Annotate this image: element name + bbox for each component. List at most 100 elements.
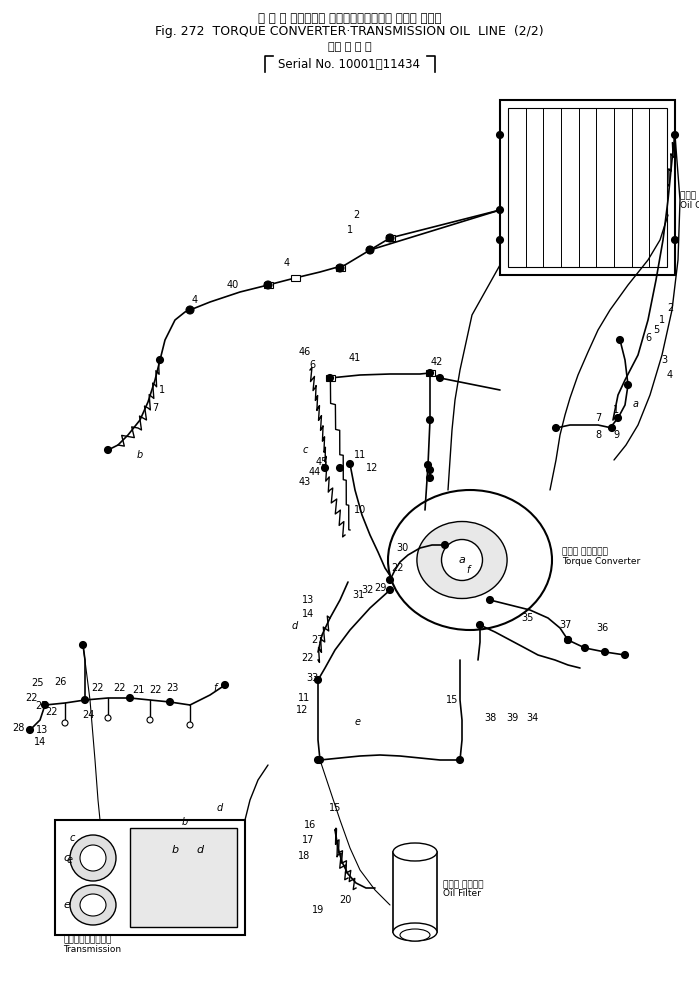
Text: 38: 38 [484, 713, 496, 723]
Text: 44: 44 [309, 467, 321, 477]
Circle shape [565, 637, 572, 644]
Circle shape [387, 587, 394, 594]
Text: 1: 1 [347, 225, 353, 235]
Text: b: b [171, 845, 178, 855]
Circle shape [552, 425, 559, 432]
Text: Oil Cooler: Oil Cooler [680, 201, 699, 210]
Circle shape [456, 756, 463, 763]
Text: 11: 11 [298, 693, 310, 703]
Text: 12: 12 [366, 463, 378, 473]
Bar [336, 265, 345, 271]
Text: 39: 39 [506, 713, 518, 723]
Text: 2: 2 [353, 210, 359, 220]
Circle shape [80, 642, 87, 649]
Bar [393, 852, 437, 932]
Text: 13: 13 [36, 725, 48, 735]
Circle shape [442, 539, 482, 581]
Text: a: a [459, 555, 466, 565]
Circle shape [315, 676, 322, 683]
Text: 28: 28 [12, 723, 24, 733]
Circle shape [157, 357, 164, 364]
Circle shape [672, 131, 679, 138]
Text: 23: 23 [166, 683, 178, 693]
Circle shape [386, 234, 394, 242]
Text: f: f [466, 565, 470, 575]
Bar [326, 375, 335, 381]
Circle shape [105, 715, 111, 721]
Ellipse shape [417, 522, 507, 599]
Text: c: c [69, 833, 75, 843]
Ellipse shape [393, 843, 437, 861]
Circle shape [624, 382, 631, 388]
Circle shape [336, 264, 344, 272]
Text: Oil Filter: Oil Filter [443, 889, 481, 898]
Circle shape [366, 246, 373, 253]
Text: 22: 22 [45, 707, 58, 717]
Bar [264, 282, 273, 288]
Text: 2: 2 [667, 303, 673, 313]
Text: 4: 4 [667, 370, 673, 380]
Text: 29: 29 [374, 583, 386, 593]
Text: 33: 33 [306, 673, 318, 683]
Text: e: e [64, 900, 71, 910]
Text: 18: 18 [298, 851, 310, 861]
Text: 10: 10 [354, 505, 366, 515]
Bar [426, 370, 435, 376]
Text: 32: 32 [362, 585, 374, 595]
Text: 14: 14 [34, 737, 46, 747]
Bar [130, 828, 237, 927]
Circle shape [27, 727, 34, 734]
Text: 21: 21 [132, 685, 144, 695]
Text: 1: 1 [159, 385, 165, 395]
Text: Fig. 272  TORQUE CONVERTER·TRANSMISSION OIL  LINE  (2/2): Fig. 272 TORQUE CONVERTER·TRANSMISSION O… [155, 26, 544, 38]
Text: 22: 22 [391, 563, 404, 573]
Text: 40: 40 [227, 280, 239, 290]
Circle shape [477, 621, 484, 628]
Text: Torque Converter: Torque Converter [562, 557, 640, 567]
Text: 24: 24 [82, 710, 94, 720]
Text: 27: 27 [312, 635, 324, 645]
Bar [508, 108, 667, 267]
Text: 30: 30 [396, 543, 408, 553]
Text: b: b [137, 450, 143, 460]
Text: 4: 4 [284, 258, 290, 268]
Ellipse shape [400, 929, 430, 941]
Circle shape [426, 416, 433, 424]
Text: 43: 43 [299, 477, 311, 487]
Circle shape [442, 541, 449, 548]
Ellipse shape [80, 894, 106, 916]
Text: 26: 26 [54, 677, 66, 687]
Ellipse shape [393, 923, 437, 941]
Text: 14: 14 [302, 609, 314, 619]
Text: 22: 22 [26, 693, 38, 703]
Circle shape [496, 206, 503, 214]
Circle shape [322, 464, 329, 471]
Circle shape [621, 652, 628, 659]
Circle shape [487, 597, 493, 603]
Text: 36: 36 [596, 623, 608, 633]
Circle shape [426, 474, 433, 481]
Circle shape [336, 464, 343, 471]
Text: ト ル ク コンバータ トランスミッション オイル ライン: ト ル ク コンバータ トランスミッション オイル ライン [258, 12, 441, 25]
Text: 22: 22 [114, 683, 127, 693]
Text: e: e [67, 855, 73, 865]
Circle shape [326, 375, 333, 382]
Text: オイル フィルタ: オイル フィルタ [443, 880, 484, 889]
Circle shape [366, 246, 374, 254]
Circle shape [496, 237, 503, 244]
Circle shape [222, 681, 229, 688]
Text: 22: 22 [149, 685, 161, 695]
Circle shape [426, 370, 433, 377]
Bar [291, 275, 299, 281]
Text: 22: 22 [92, 683, 104, 693]
Text: 7: 7 [152, 403, 158, 413]
Text: 19: 19 [312, 905, 324, 915]
Text: 34: 34 [526, 713, 538, 723]
Circle shape [166, 698, 173, 706]
Circle shape [315, 756, 322, 763]
Ellipse shape [70, 885, 116, 925]
Ellipse shape [70, 835, 116, 881]
Text: d: d [217, 803, 223, 813]
Circle shape [609, 425, 616, 432]
Text: 6: 6 [645, 333, 651, 343]
